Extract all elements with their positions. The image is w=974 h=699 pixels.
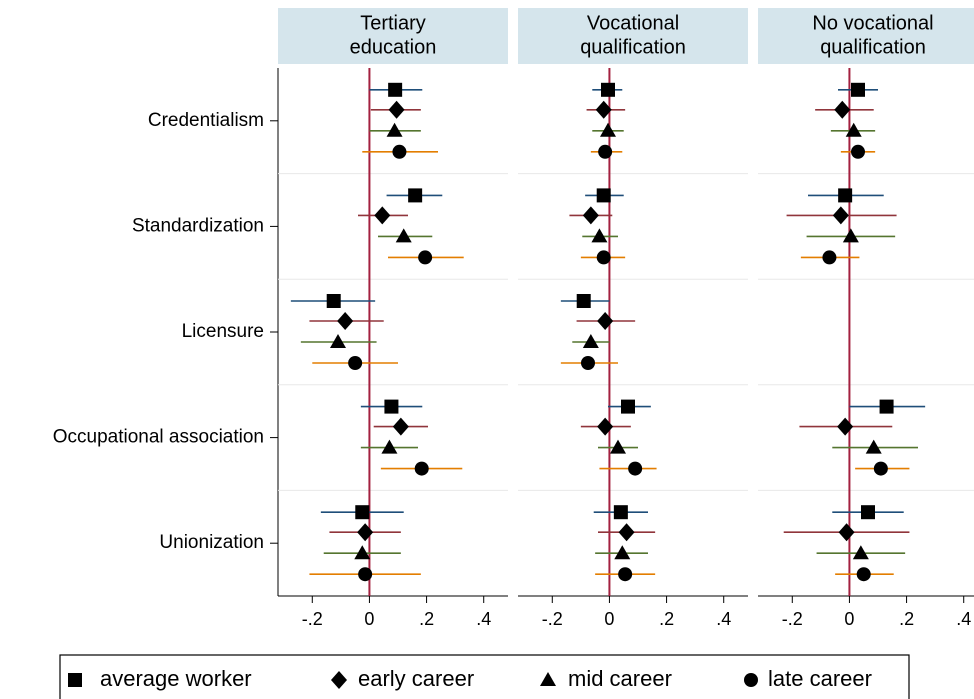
legend-label: mid career: [568, 666, 672, 691]
legend-marker: [331, 671, 347, 689]
panel-title: qualification: [580, 36, 686, 58]
marker: [837, 417, 854, 436]
panel-header: [278, 8, 508, 64]
x-tick-label: .4: [716, 609, 731, 629]
panel-title: Vocational: [587, 12, 679, 34]
x-tick-label: .4: [476, 609, 491, 629]
x-tick-label: -.2: [782, 609, 803, 629]
y-tick-label: Standardization: [132, 215, 264, 236]
y-tick-label: Unionization: [159, 532, 264, 553]
marker: [392, 144, 407, 159]
marker: [832, 206, 849, 225]
marker: [374, 206, 391, 225]
marker: [388, 82, 403, 97]
marker: [861, 505, 875, 520]
marker: [865, 439, 882, 454]
marker: [408, 188, 423, 203]
marker: [392, 417, 409, 436]
marker: [582, 334, 599, 348]
legend-label: late career: [768, 666, 872, 691]
marker: [852, 545, 869, 560]
legend-marker: [540, 672, 556, 686]
panel-title: qualification: [820, 36, 926, 58]
marker: [851, 144, 865, 159]
marker: [613, 505, 628, 520]
marker: [842, 228, 859, 243]
marker: [879, 399, 894, 414]
marker: [357, 523, 374, 542]
marker: [348, 356, 363, 370]
legend-box: [59, 654, 910, 699]
marker: [618, 567, 633, 582]
marker: [326, 294, 341, 308]
x-tick-label: .2: [419, 609, 434, 629]
y-tick-label: Credentialism: [148, 110, 264, 131]
marker: [595, 100, 612, 119]
marker: [845, 122, 862, 137]
panel-header: [758, 8, 974, 64]
y-tick-label: Occupational association: [53, 427, 264, 448]
y-tick-label: Licensure: [182, 321, 264, 342]
marker: [581, 356, 595, 370]
legend-marker: [744, 673, 758, 687]
marker: [337, 312, 354, 330]
marker: [601, 82, 615, 97]
marker: [388, 100, 405, 119]
marker: [354, 545, 371, 560]
marker: [384, 399, 399, 414]
marker: [582, 206, 599, 225]
marker: [598, 144, 613, 159]
legend-marker: [68, 673, 82, 687]
x-tick-label: -.2: [302, 609, 323, 629]
legend-label: early career: [358, 666, 474, 691]
panel-title: education: [350, 36, 437, 58]
x-tick-label: .4: [956, 609, 971, 629]
marker: [381, 439, 398, 454]
panel-header: [518, 8, 748, 64]
marker: [621, 399, 635, 414]
x-tick-label: 0: [844, 609, 854, 629]
marker: [873, 461, 888, 476]
marker: [591, 228, 608, 243]
marker: [618, 523, 635, 542]
x-tick-label: 0: [364, 609, 374, 629]
marker: [358, 567, 373, 582]
marker: [597, 417, 614, 436]
x-tick-label: .2: [899, 609, 914, 629]
marker: [414, 461, 429, 476]
marker: [851, 82, 865, 97]
panel-title: Tertiary: [360, 12, 426, 34]
marker: [576, 294, 591, 308]
marker: [822, 250, 837, 265]
marker: [856, 567, 871, 582]
marker: [597, 312, 614, 330]
marker: [330, 334, 346, 348]
x-tick-label: -.2: [542, 609, 563, 629]
marker: [596, 188, 611, 203]
marker: [838, 523, 855, 542]
marker: [418, 250, 433, 265]
legend-label: average worker: [100, 666, 252, 691]
marker: [614, 545, 631, 560]
marker: [610, 439, 626, 454]
marker: [838, 188, 853, 203]
panel-title: No vocational: [812, 12, 933, 34]
marker: [600, 122, 616, 137]
marker: [834, 100, 851, 119]
marker: [355, 505, 370, 520]
x-tick-label: 0: [604, 609, 614, 629]
marker: [628, 461, 643, 476]
marker: [386, 122, 403, 137]
marker: [596, 250, 611, 265]
marker: [395, 228, 412, 243]
x-tick-label: .2: [659, 609, 674, 629]
